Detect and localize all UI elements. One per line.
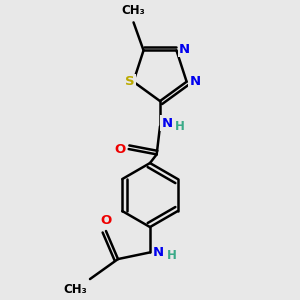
Text: N: N — [153, 246, 164, 259]
Text: N: N — [189, 75, 200, 88]
Text: O: O — [100, 214, 112, 227]
Text: H: H — [175, 120, 184, 133]
Text: H: H — [167, 249, 177, 262]
Text: O: O — [115, 142, 126, 156]
Text: CH₃: CH₃ — [63, 283, 87, 296]
Text: CH₃: CH₃ — [122, 4, 146, 17]
Text: N: N — [179, 43, 190, 56]
Text: S: S — [125, 75, 135, 88]
Text: N: N — [161, 117, 172, 130]
